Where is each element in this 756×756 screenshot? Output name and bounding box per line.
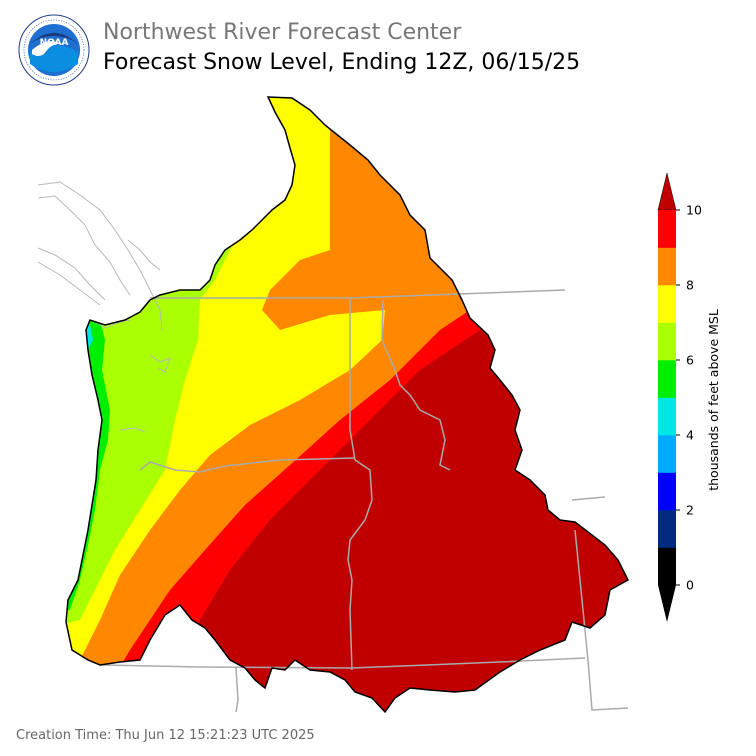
colorbar-tick-label: 4 (686, 428, 694, 443)
colorbar-bin (658, 322, 676, 361)
colorbar-under-triangle (658, 585, 676, 622)
colorbar-bin (658, 285, 676, 323)
colorbar-tick-label: 10 (686, 203, 702, 218)
colorbar-tick-label: 2 (686, 503, 694, 518)
colorbar-bin (658, 360, 676, 398)
colorbar-bin (658, 210, 676, 248)
colorbar-label: thousands of feet above MSL (706, 309, 721, 491)
colorbar-bin (658, 472, 676, 511)
noaa-logo-icon: NOAA (18, 14, 90, 86)
colorbar-tick-label: 0 (686, 578, 694, 593)
colorbar-over-triangle (657, 172, 677, 211)
colorbar-bin (658, 547, 676, 586)
colorbar-tick-label: 6 (686, 353, 694, 368)
colorbar-bin (658, 397, 676, 436)
state-borders (99, 289, 629, 713)
colorbar-bin (658, 435, 676, 473)
colorbar-tick-label: 8 (686, 278, 694, 293)
creation-time: Creation Time: Thu Jun 12 15:21:23 UTC 2… (16, 728, 315, 743)
product-title: Forecast Snow Level, Ending 12Z, 06/15/2… (103, 50, 581, 75)
logo-text: NOAA (40, 38, 69, 48)
colorbar-bin (658, 510, 676, 548)
colorbar-bins (657, 172, 677, 622)
colorbar-bin (658, 247, 676, 286)
colorbar-legend: 0 2 4 6 8 10 thousands of feet above MSL (657, 172, 721, 622)
colorbar-ticks: 0 2 4 6 8 10 (676, 203, 702, 593)
coastline (37, 181, 171, 433)
agency-title: Northwest River Forecast Center (103, 20, 462, 45)
